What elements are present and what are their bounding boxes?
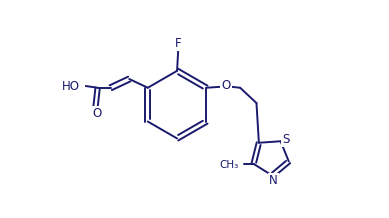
Text: N: N — [269, 174, 278, 187]
Text: CH₃: CH₃ — [219, 160, 238, 170]
Text: S: S — [282, 133, 290, 146]
Text: O: O — [92, 107, 101, 120]
Text: F: F — [175, 37, 181, 50]
Text: O: O — [221, 79, 231, 92]
Text: HO: HO — [62, 80, 80, 92]
